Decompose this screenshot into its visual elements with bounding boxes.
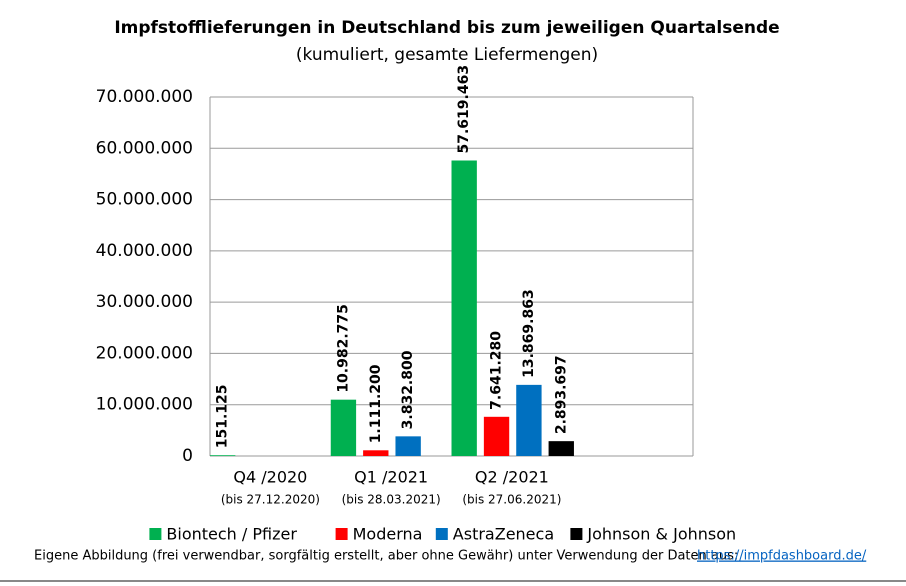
value-label: 3.832.800 bbox=[400, 350, 416, 429]
x-tick-label: Q2 /2021 bbox=[475, 468, 549, 487]
x-tick-label: Q4 /2020 bbox=[233, 468, 307, 487]
footer-link[interactable]: https://impfdashboard.de/ bbox=[697, 549, 867, 564]
y-tick-label: 0 bbox=[182, 446, 193, 466]
x-tick-note: (bis 27.12.2020) bbox=[221, 493, 320, 507]
bar bbox=[548, 441, 574, 456]
y-tick-label: 20.000.000 bbox=[96, 343, 193, 363]
value-label: 2.893.697 bbox=[553, 355, 569, 434]
legend-label: AstraZeneca bbox=[453, 525, 554, 544]
legend-swatch bbox=[570, 528, 583, 540]
legend-swatch bbox=[435, 528, 448, 540]
bar bbox=[363, 450, 389, 456]
legend-swatch bbox=[149, 528, 162, 540]
y-tick-label: 30.000.000 bbox=[96, 292, 193, 312]
value-label: 13.869.863 bbox=[521, 289, 537, 378]
footer-text: Eigene Abbildung (frei verwendbar, sorgf… bbox=[34, 549, 738, 564]
legend-label: Johnson & Johnson bbox=[586, 525, 736, 544]
legend-swatch bbox=[335, 528, 348, 540]
chart-title: Impfstofflieferungen in Deutschland bis … bbox=[114, 18, 779, 38]
x-tick-label: Q1 /2021 bbox=[354, 468, 428, 487]
bar bbox=[516, 384, 542, 456]
y-tick-label: 50.000.000 bbox=[96, 190, 193, 210]
value-label: 7.641.280 bbox=[489, 331, 505, 410]
y-tick-label: 60.000.000 bbox=[96, 138, 193, 158]
x-tick-note: (bis 28.03.2021) bbox=[342, 493, 441, 507]
value-label: 1.111.200 bbox=[368, 364, 384, 443]
bar bbox=[395, 436, 421, 456]
legend-label: Moderna bbox=[353, 525, 423, 544]
bar bbox=[330, 399, 357, 456]
y-tick-label: 40.000.000 bbox=[96, 241, 193, 261]
chart-subtitle: (kumuliert, gesamte Liefermengen) bbox=[296, 45, 598, 65]
y-tick-label: 70.000.000 bbox=[96, 87, 193, 107]
value-label: 151.125 bbox=[215, 384, 231, 448]
x-tick-note: (bis 27.06.2021) bbox=[462, 493, 561, 507]
value-label: 10.982.775 bbox=[335, 304, 351, 393]
legend-label: Biontech / Pfizer bbox=[166, 525, 297, 544]
bar bbox=[210, 455, 236, 456]
y-tick-label: 10.000.000 bbox=[96, 395, 193, 415]
bar bbox=[451, 160, 477, 457]
value-label: 57.619.463 bbox=[456, 65, 472, 154]
bar bbox=[483, 416, 510, 456]
